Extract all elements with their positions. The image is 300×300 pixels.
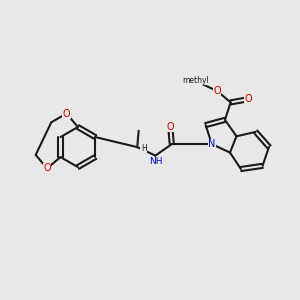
Text: O: O — [244, 94, 252, 104]
Text: N: N — [208, 139, 215, 149]
Text: methyl: methyl — [182, 76, 209, 85]
Text: H: H — [141, 144, 147, 153]
Text: O: O — [213, 86, 221, 96]
Text: O: O — [43, 164, 51, 173]
Text: O: O — [167, 122, 174, 132]
Text: NH: NH — [149, 157, 163, 166]
Text: O: O — [63, 109, 70, 118]
